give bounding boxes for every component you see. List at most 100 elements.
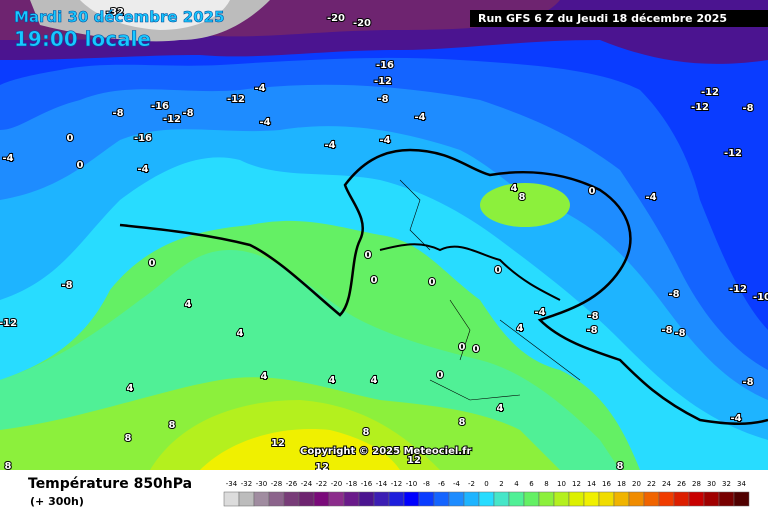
contour-labels: -32 -20 -20 -16 -12 -8 -4 -4 -4 -4 -4 -12 -8 -16 -12 -8… (0, 6, 768, 474)
contour-label: 4 (497, 403, 504, 414)
mild-zone (200, 429, 400, 470)
legend-label: -28 (271, 480, 282, 488)
legend-label: 10 (557, 480, 566, 488)
contour-label: -8 (742, 103, 753, 114)
legend: -34 -32 -30 -28 -26 -24 -22 -20 -18 -16 -14 -12 -10-… (223, 480, 750, 507)
contour-label: -4 (414, 112, 425, 123)
legend-swatch (238, 491, 255, 507)
legend-label: 34 (737, 480, 746, 488)
contour-label: -20 (327, 13, 345, 24)
legend-swatch (643, 491, 660, 507)
contour-label: -8 (661, 325, 672, 336)
legend-label: -6 (438, 480, 446, 488)
footer-subtitle: (+ 300h) (30, 495, 84, 508)
contour-label: -12 (729, 284, 747, 295)
cold-zone (80, 0, 230, 30)
legend-label: -22 (316, 480, 327, 488)
coastline (399, 179, 581, 401)
legend-label: -26 (286, 480, 298, 488)
contour-label: -20 (353, 18, 371, 29)
legend-label: 0 (484, 480, 488, 488)
contour-label: 4 (329, 375, 336, 386)
zero-isotherm (379, 243, 561, 301)
run-box (470, 10, 768, 27)
contour-label: -12 (163, 114, 181, 125)
legend-label: 2 (499, 480, 503, 488)
legend-swatch (223, 491, 240, 507)
contour-label: -12 (227, 94, 245, 105)
legend-label: 24 (662, 480, 671, 488)
contour-label: -4 (254, 83, 265, 94)
legend-swatch (658, 491, 675, 507)
legend-label: 26 (677, 480, 686, 488)
contour-label: 12 (271, 438, 285, 449)
contour-label: -10 (753, 292, 768, 303)
contour-label: 0 (473, 344, 480, 355)
contour-label: 8 (519, 192, 526, 203)
legend-swatch (388, 491, 405, 507)
cold-zone (0, 0, 768, 370)
legend-swatch (568, 491, 585, 507)
legend-label: 16 (602, 480, 611, 488)
footer-title: Température 850hPa (28, 476, 192, 492)
date: Mardi 30 décembre 2025 (14, 8, 225, 26)
legend-swatch (283, 491, 300, 507)
contour-label: -16 (151, 101, 169, 112)
contour-label: 0 (67, 133, 74, 144)
legend-swatch (253, 491, 270, 507)
contour-label: -4 (137, 164, 148, 175)
legend-label: 6 (529, 480, 534, 488)
contour-label: 0 (495, 265, 502, 276)
contour-label: -16 (376, 60, 394, 71)
contour-label: -8 (742, 377, 753, 388)
legend-swatch (463, 491, 480, 507)
run: Run GFS 6 Z du Jeudi 18 décembre 2025 (478, 12, 727, 25)
legend-label: 4 (514, 480, 519, 488)
contour-label: 12 (407, 455, 421, 466)
contour-label: -12 (701, 87, 719, 98)
contour-label: 4 (371, 375, 378, 386)
legend-swatch (508, 491, 525, 507)
contour-label: 0 (429, 277, 436, 288)
contour-label: 4 (237, 328, 244, 339)
legend-label: -16 (361, 480, 373, 488)
legend-label: 8 (544, 480, 548, 488)
contour-label: 8 (363, 427, 370, 438)
legend-label: 20 (632, 480, 641, 488)
legend-label: 14 (587, 480, 596, 488)
contour-label: 4 (261, 371, 268, 382)
legend-label: -10 (406, 480, 417, 488)
legend-swatch (478, 491, 495, 507)
contour-label: -4 (730, 413, 741, 424)
contour-label: -8 (586, 325, 597, 336)
legend-swatch (373, 491, 390, 507)
legend-label: -24 (301, 480, 313, 488)
legend-label: -20 (331, 480, 342, 488)
legend-label: -30 (256, 480, 267, 488)
legend-label: 28 (692, 480, 701, 488)
contour-label: -8 (668, 289, 679, 300)
legend-label: 32 (722, 480, 731, 488)
legend-swatch (268, 491, 285, 507)
legend-swatch (313, 491, 330, 507)
contour-label: 0 (459, 342, 466, 353)
contour-label: 0 (437, 370, 444, 381)
legend-swatch (688, 491, 705, 507)
contour-label: -8 (587, 311, 598, 322)
contour-label: 8 (169, 420, 176, 431)
contour-label: -4 (324, 140, 335, 151)
legend-label: -34 (226, 480, 238, 488)
contour-label: -8 (112, 108, 123, 119)
legend-label: 18 (617, 480, 626, 488)
legend-swatch (733, 491, 750, 507)
time: 19:00 locale (14, 27, 151, 51)
contour-label: -4 (259, 117, 270, 128)
legend-label: 22 (647, 480, 656, 488)
legend-swatch (598, 491, 615, 507)
contour-label: 0 (365, 250, 372, 261)
contour-label: 0 (371, 275, 378, 286)
legend-swatch (328, 491, 345, 507)
contour-label: -32 (106, 7, 124, 18)
contour-label: -16 (134, 133, 152, 144)
